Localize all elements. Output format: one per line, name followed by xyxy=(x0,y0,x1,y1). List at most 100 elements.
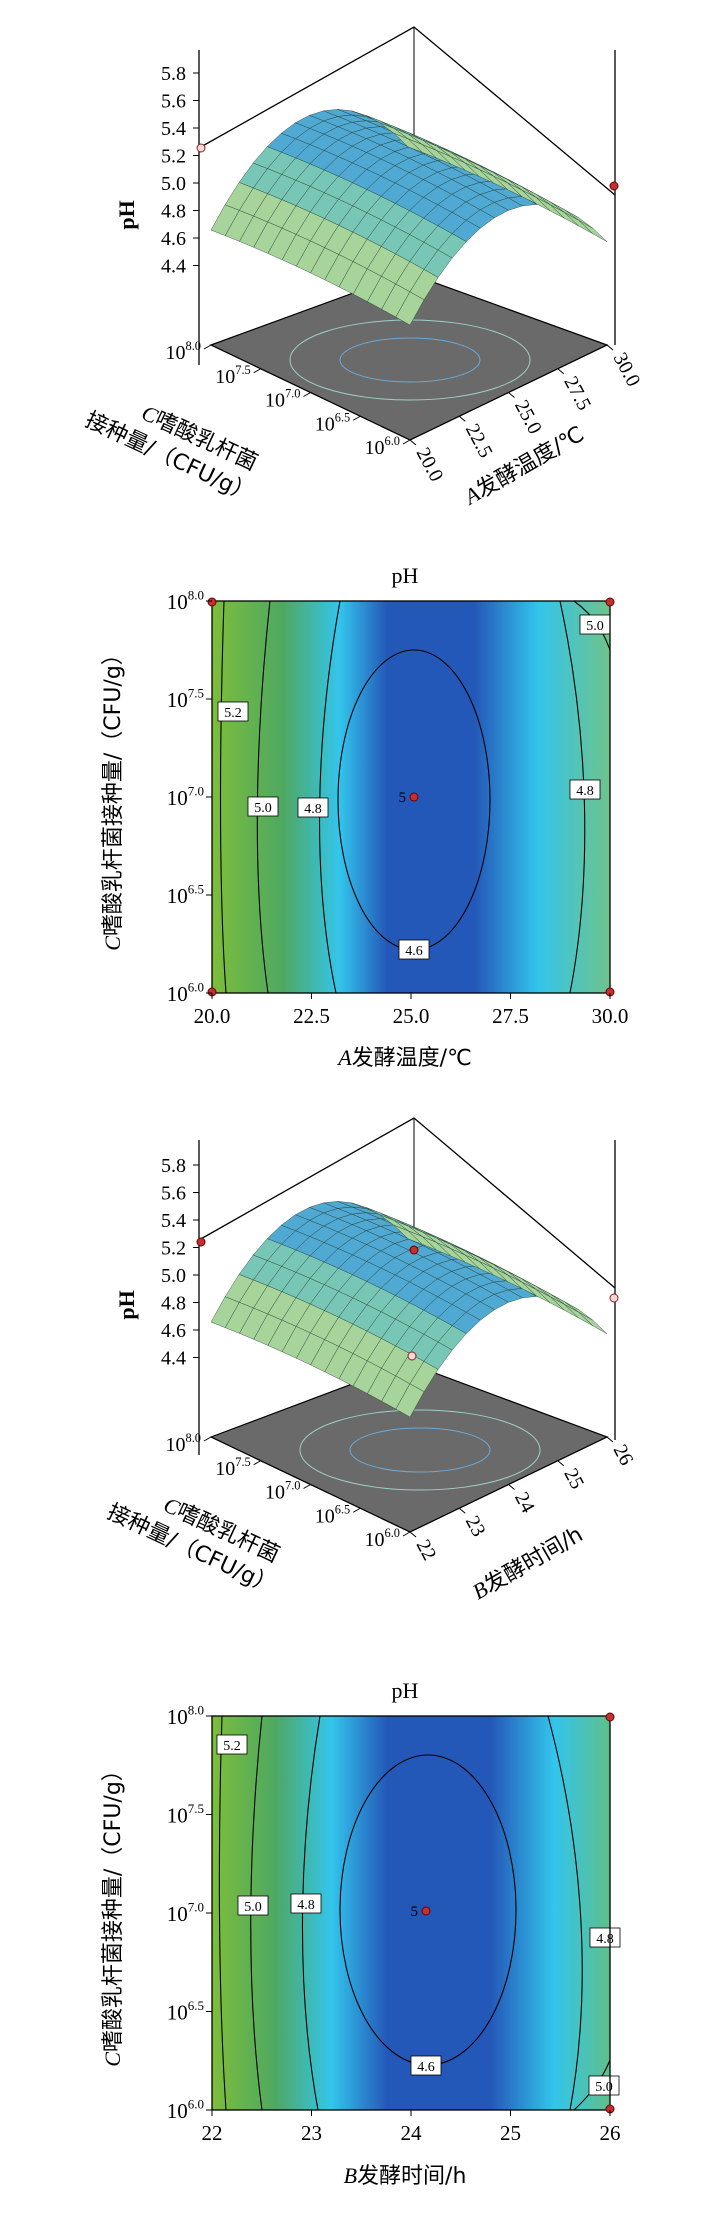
y-tick-label: 106.5 xyxy=(315,1502,351,1527)
z-tick-label: 5.4 xyxy=(161,1210,186,1232)
x-axis-ticks: 20.0 22.5 25.0 27.5 30.0 xyxy=(194,993,629,1028)
contour-label: 5.0 xyxy=(244,1900,262,1915)
y-tick xyxy=(303,1484,311,1489)
design-point xyxy=(609,181,619,191)
contour-label-box xyxy=(216,1734,248,1755)
design-point xyxy=(196,1237,206,1247)
y-axis-label: C嗜酸乳杆菌接种量/（CFU/g） xyxy=(100,1759,126,2067)
y-tick-label: 107.0 xyxy=(167,784,205,810)
z-tick-label: 4.6 xyxy=(161,1320,186,1342)
contour-plot-1: pH 5.2 5.0 4.8 4.8 4.6 5.0 5 20.0 22.5 25.0 27.5… xyxy=(100,563,628,1071)
contour-label-box xyxy=(247,796,279,817)
contour-lines xyxy=(218,1715,611,2111)
floor-contour xyxy=(349,1427,491,1473)
x-tick xyxy=(409,1531,417,1538)
floor-contour xyxy=(299,1409,541,1491)
design-point xyxy=(409,1245,419,1255)
z-tick-label: 4.6 xyxy=(161,228,186,250)
contour-label-box xyxy=(217,701,249,722)
z-tick-label: 5.2 xyxy=(161,1238,186,1260)
x-tick-label: 25 xyxy=(500,2121,521,2145)
y-axis-ticks: 106.0 106.5 107.0 107.5 108.0 xyxy=(167,1703,212,2123)
x-tick-label: 20.0 xyxy=(194,1004,231,1028)
y-tick-label: 107.5 xyxy=(167,1801,204,1827)
design-point xyxy=(407,1351,417,1361)
surface-cell xyxy=(578,1312,608,1334)
x-tick-label: 22 xyxy=(412,1536,441,1564)
z-axis-label: pH xyxy=(114,1290,139,1319)
contour-line xyxy=(301,1715,321,2111)
y-tick-label: 106.0 xyxy=(365,1526,401,1551)
y-tick-label: 106.5 xyxy=(315,410,351,435)
y-tick-label: 108.0 xyxy=(166,339,202,364)
center-point xyxy=(421,1906,431,1916)
y-axis-label: C嗜酸乳杆菌接种量/（CFU/g） xyxy=(100,643,126,951)
y-tick-label: 107.5 xyxy=(167,686,204,712)
design-point xyxy=(605,1712,615,1722)
contour-label: 4.8 xyxy=(297,1898,315,1913)
y-tick-label: 106.5 xyxy=(167,882,204,908)
z-axis-ticks: 5.8 5.6 5.4 5.2 5.0 4.8 4.6 4.4 xyxy=(161,63,199,278)
contour-labels: 5.2 5.0 4.8 4.8 4.6 5.0 xyxy=(216,1734,621,2096)
z-tick-label: 5.0 xyxy=(161,1265,186,1287)
x-tick-label: 26 xyxy=(600,2121,621,2145)
x-axis-label: B发酵时间/h xyxy=(468,1522,587,1604)
y-tick xyxy=(253,368,261,374)
y-tick-label: 106.0 xyxy=(365,434,401,459)
contour-label: 5.0 xyxy=(254,801,272,816)
contour-label: 4.6 xyxy=(417,2060,435,2075)
contour-lines xyxy=(219,600,611,994)
x-tick xyxy=(557,368,565,375)
x-axis-ticks: 22 23 24 25 26 xyxy=(202,2110,621,2145)
y-axis-label: C嗜酸乳杆菌 接种量/（CFU/g） xyxy=(81,400,261,508)
x-tick-label: 30.0 xyxy=(592,1004,629,1028)
z-tick-label: 5.6 xyxy=(161,1183,186,1205)
contour-label-box xyxy=(398,939,430,960)
contour-line xyxy=(218,1715,227,2111)
contour-label-box xyxy=(589,1927,621,1948)
x-tick xyxy=(557,1460,565,1467)
contour-label-box xyxy=(569,779,601,800)
contour-label: 4.8 xyxy=(304,802,322,817)
design-point xyxy=(605,597,615,607)
contour-line xyxy=(559,600,586,994)
surface-cell xyxy=(393,1225,423,1245)
x-tick xyxy=(606,1436,614,1443)
contour-label: 5.0 xyxy=(595,2080,613,2095)
z-axis-ticks: 5.8 5.6 5.4 5.2 5.0 4.8 4.6 4.4 xyxy=(161,1155,199,1370)
z-tick-label: 5.8 xyxy=(161,1155,186,1177)
contour-label: 5.0 xyxy=(586,619,604,634)
y-tick-label: 107.0 xyxy=(265,387,301,412)
x-tick-label: 26 xyxy=(609,1441,638,1469)
y-axis-ticks: 106.0 106.5 107.0 107.5 108.0 xyxy=(166,339,411,459)
z-tick-label: 5.0 xyxy=(161,173,186,195)
design-point xyxy=(196,143,206,153)
y-tick-label: 106.5 xyxy=(167,1998,204,2024)
y-tick-label: 106.0 xyxy=(167,2097,205,2123)
surface-mesh xyxy=(210,109,608,326)
x-tick xyxy=(508,1484,515,1490)
plot-title: pH xyxy=(392,563,419,588)
z-tick-label: 4.4 xyxy=(161,1348,186,1370)
floor-contour xyxy=(339,337,481,383)
x-tick-label: 27.5 xyxy=(559,373,595,414)
x-tick-label: 25 xyxy=(559,1465,588,1493)
x-tick-label: 27.5 xyxy=(492,1004,529,1028)
z-axis-label: pH xyxy=(114,200,139,229)
y-tick xyxy=(353,1507,361,1513)
contour-label-box xyxy=(237,1895,269,1916)
y-tick-label: 107.5 xyxy=(215,363,251,388)
y-tick-label: 108.0 xyxy=(167,1703,205,1729)
x-tick-label: 22.5 xyxy=(461,420,497,461)
x-axis-label: B发酵时间/h xyxy=(344,2163,467,2189)
contour-label: 5.2 xyxy=(223,1739,241,1754)
design-point xyxy=(207,597,217,607)
surface-cell xyxy=(564,212,593,234)
z-tick-label: 4.8 xyxy=(161,201,186,223)
y-tick xyxy=(402,1531,411,1537)
y-tick xyxy=(253,1460,261,1466)
contour-line xyxy=(219,600,227,994)
contour-label: 4.8 xyxy=(596,1932,614,1947)
x-tick xyxy=(458,415,466,422)
